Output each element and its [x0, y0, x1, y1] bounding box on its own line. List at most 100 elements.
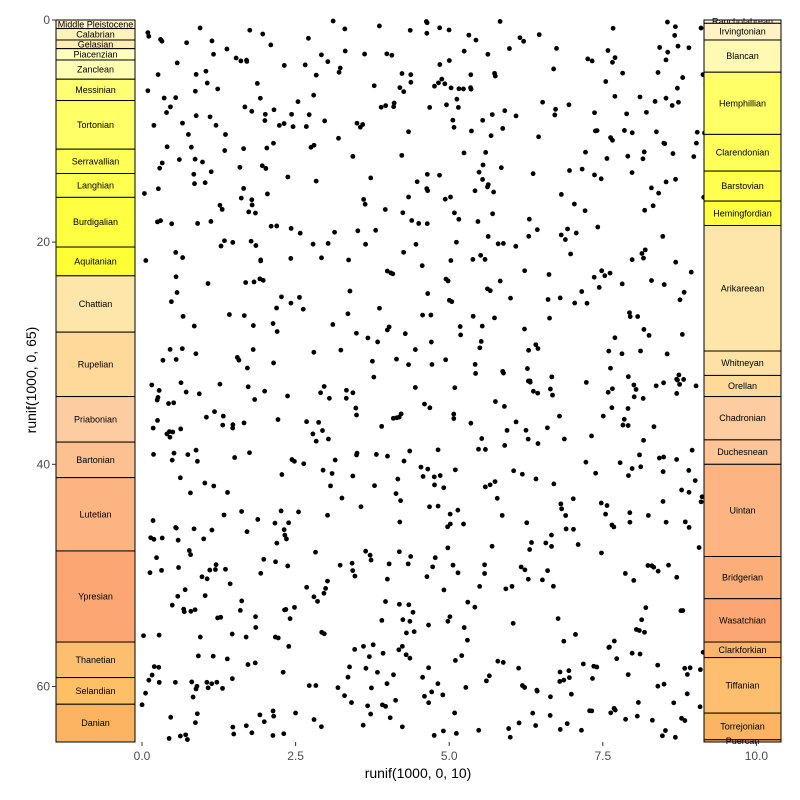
scatter-point	[441, 485, 447, 491]
scatter-point	[637, 651, 643, 657]
scatter-point	[435, 503, 441, 509]
scatter-point	[367, 552, 373, 558]
scatter-point	[583, 149, 588, 155]
scatter-point	[370, 358, 375, 364]
scatter-point	[353, 405, 359, 411]
scatter-point	[193, 447, 199, 453]
scatter-point	[411, 629, 417, 635]
scatter-point	[400, 210, 406, 216]
scatter-point	[412, 347, 418, 352]
scatter-point	[213, 122, 219, 128]
scatter-point	[241, 313, 247, 318]
scatter-point	[682, 665, 688, 671]
scatter-point	[291, 458, 297, 464]
scatter-point	[547, 315, 552, 321]
scatter-point	[297, 230, 303, 236]
scatter-point	[183, 389, 189, 395]
scatter-point	[480, 162, 486, 168]
x-tick-label: 5.0	[441, 749, 458, 763]
scatter-point	[167, 346, 173, 352]
scatter-point	[362, 51, 367, 57]
left-timescale-band-label: Serravallian	[72, 156, 120, 166]
scatter-point	[169, 602, 175, 608]
scatter-point	[657, 45, 663, 50]
scatter-point	[319, 724, 324, 730]
scatter-point	[502, 403, 507, 409]
scatter-point	[311, 142, 317, 148]
scatter-point	[525, 436, 531, 442]
scatter-point	[661, 454, 667, 460]
left-timescale-band-label: Lutetian	[79, 509, 111, 519]
scatter-point	[673, 24, 678, 30]
scatter-point	[603, 511, 608, 517]
scatter-point	[639, 251, 645, 256]
scatter-point	[196, 391, 202, 397]
scatter-point	[170, 429, 176, 435]
scatter-point	[500, 126, 506, 131]
scatter-point	[493, 399, 498, 404]
scatter-point	[253, 210, 258, 216]
scatter-point	[315, 598, 320, 604]
scatter-point	[195, 458, 200, 464]
scatter-point	[425, 188, 431, 194]
scatter-point	[476, 169, 482, 175]
scatter-point	[697, 667, 703, 673]
scatter-point	[232, 455, 238, 460]
scatter-point	[265, 191, 270, 197]
scatter-point	[156, 632, 162, 638]
scatter-point	[401, 249, 407, 255]
scatter-point	[260, 277, 266, 283]
scatter-point	[212, 409, 217, 415]
scatter-point	[175, 537, 181, 543]
scatter-point	[550, 392, 555, 398]
scatter-point	[325, 512, 330, 518]
scatter-point	[631, 394, 637, 400]
scatter-point	[555, 616, 561, 621]
scatter-point	[271, 713, 277, 719]
scatter-point	[273, 559, 278, 565]
scatter-point	[363, 548, 369, 554]
left-timescale: Middle PleistoceneCalabrianGelasianPiace…	[55, 19, 136, 743]
scatter-point	[677, 381, 683, 387]
scatter-point	[274, 223, 280, 229]
scatter-point	[185, 737, 190, 742]
scatter-point	[173, 250, 179, 255]
scatter-point	[281, 731, 287, 737]
scatter-point	[485, 286, 490, 292]
scatter-point	[155, 186, 161, 192]
scatter-point	[598, 500, 604, 506]
scatter-point	[482, 571, 487, 576]
scatter-point	[527, 547, 533, 552]
scatter-point	[441, 587, 447, 593]
scatter-point	[399, 71, 405, 76]
scatter-point	[444, 102, 449, 108]
scatter-point	[172, 679, 178, 685]
scatter-point	[661, 380, 666, 386]
scatter-point	[213, 562, 219, 568]
scatter-point	[408, 554, 414, 559]
left-timescale-band	[55, 331, 136, 398]
scatter-point	[173, 525, 179, 531]
scatter-point	[453, 731, 459, 736]
scatter-point	[440, 692, 446, 698]
scatter-point	[675, 377, 680, 383]
left-timescale-band-label: Chattian	[79, 299, 113, 309]
scatter-point	[509, 583, 515, 589]
scatter-point	[181, 609, 187, 615]
scatter-point	[624, 111, 630, 117]
scatter-point	[318, 52, 324, 58]
scatter-point	[681, 377, 687, 382]
scatter-point	[483, 447, 488, 452]
right-timescale-band-label: Hemphillian	[719, 98, 766, 108]
scatter-point	[479, 436, 485, 441]
scatter-point	[238, 58, 244, 64]
scatter-point	[611, 705, 617, 711]
scatter-point	[239, 598, 245, 604]
scatter-point	[582, 208, 588, 214]
scatter-point	[188, 552, 193, 558]
scatter-point	[684, 672, 690, 677]
scatter-point	[475, 219, 481, 224]
scatter-point	[303, 124, 309, 129]
scatter-point	[626, 473, 631, 478]
